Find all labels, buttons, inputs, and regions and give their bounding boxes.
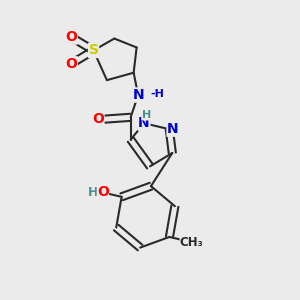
- Text: CH₃: CH₃: [180, 236, 204, 249]
- Text: O: O: [97, 185, 109, 200]
- Text: O: O: [65, 30, 77, 44]
- Text: N: N: [132, 88, 144, 102]
- Text: O: O: [65, 57, 77, 71]
- Text: O: O: [92, 112, 104, 126]
- Text: N: N: [138, 116, 150, 130]
- Text: -H: -H: [151, 89, 164, 99]
- Text: H: H: [88, 186, 99, 199]
- Text: H: H: [142, 110, 151, 120]
- Text: O: O: [96, 185, 108, 200]
- Text: H: H: [88, 186, 99, 199]
- Text: N: N: [167, 122, 179, 136]
- Text: S: S: [88, 44, 98, 57]
